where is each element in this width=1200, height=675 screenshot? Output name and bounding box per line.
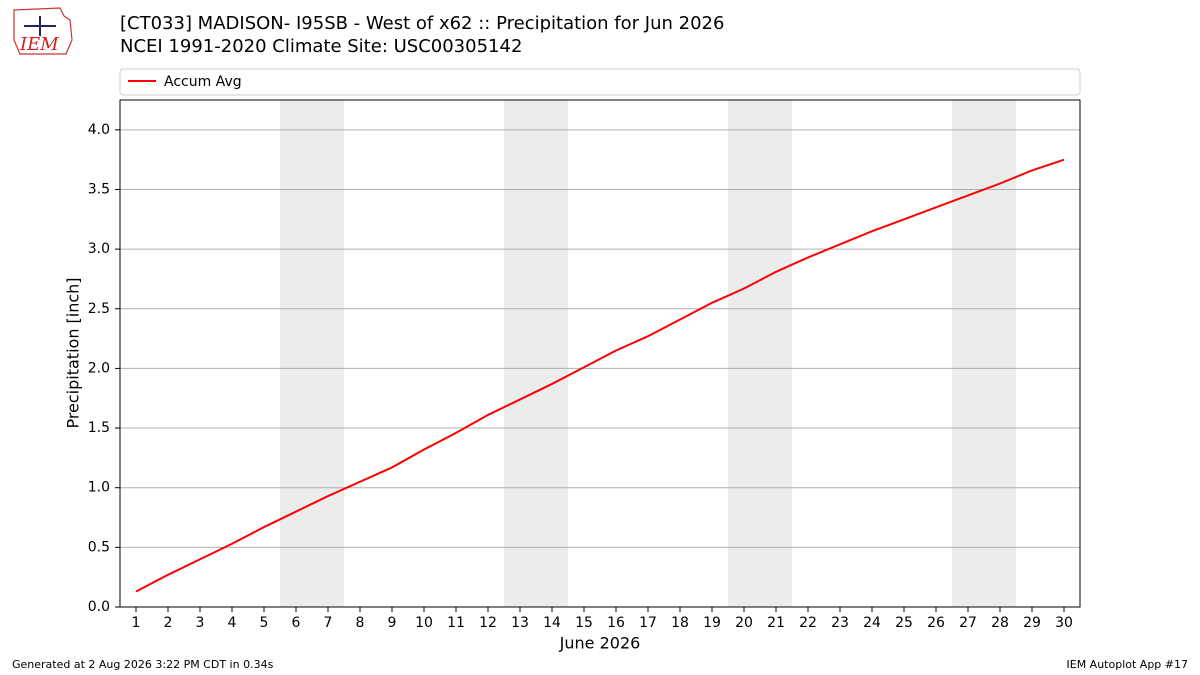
- x-axis-label: June 2026: [559, 634, 641, 653]
- x-tick-label: 4: [228, 615, 237, 631]
- x-tick-label: 27: [959, 615, 977, 631]
- weekend-shade: [504, 100, 568, 607]
- y-tick-label: 2.0: [88, 360, 110, 376]
- x-tick-label: 26: [927, 615, 945, 631]
- logo-text: IEM: [19, 34, 59, 55]
- x-tick-label: 11: [447, 615, 465, 631]
- series-line: [135, 158, 1065, 593]
- x-tick-label: 21: [767, 615, 785, 631]
- y-tick-label: 3.0: [88, 241, 110, 257]
- x-tick-label: 30: [1055, 615, 1073, 631]
- y-axis-label: Precipitation [inch]: [64, 277, 83, 428]
- x-tick-label: 16: [607, 615, 625, 631]
- x-tick-label: 20: [735, 615, 753, 631]
- y-tick-label: 1.0: [88, 480, 110, 496]
- x-tick-label: 6: [292, 615, 301, 631]
- logo: IEM: [13, 7, 73, 55]
- x-tick-label: 19: [703, 615, 721, 631]
- weekend-shade: [728, 100, 792, 607]
- y-tick-label: 1.5: [88, 420, 110, 436]
- legend-box: [119, 68, 1081, 96]
- x-tick-label: 2: [164, 615, 173, 631]
- x-tick-label: 3: [196, 615, 205, 631]
- chart-title: [CT033] MADISON- I95SB - West of x62 :: …: [120, 13, 724, 34]
- weekend-shade: [280, 100, 344, 607]
- y-tick-label: 2.5: [88, 301, 110, 317]
- y-tick-label: 0.5: [88, 539, 110, 555]
- x-tick-label: 18: [671, 615, 689, 631]
- x-tick-label: 10: [415, 615, 433, 631]
- x-tick-label: 22: [799, 615, 817, 631]
- x-tick-label: 14: [543, 615, 561, 631]
- x-tick-label: 1: [132, 615, 141, 631]
- x-tick-label: 23: [831, 615, 849, 631]
- x-tick-label: 7: [324, 615, 333, 631]
- y-tick-label: 0.0: [88, 599, 110, 615]
- y-tick-label: 4.0: [88, 122, 110, 138]
- x-tick-label: 12: [479, 615, 497, 631]
- y-tick-label: 3.5: [88, 181, 110, 197]
- chart-subtitle: NCEI 1991-2020 Climate Site: USC00305142: [120, 36, 522, 57]
- x-tick-label: 29: [1023, 615, 1041, 631]
- x-tick-label: 9: [388, 615, 397, 631]
- x-tick-label: 13: [511, 615, 529, 631]
- x-tick-label: 5: [260, 615, 269, 631]
- weekend-shade: [952, 100, 1016, 607]
- x-tick-label: 24: [863, 615, 881, 631]
- x-tick-label: 15: [575, 615, 593, 631]
- footer-right: IEM Autoplot App #17: [1067, 658, 1189, 671]
- x-tick-label: 17: [639, 615, 657, 631]
- x-tick-label: 28: [991, 615, 1009, 631]
- legend-label: Accum Avg: [164, 74, 242, 90]
- x-tick-label: 8: [356, 615, 365, 631]
- x-tick-label: 25: [895, 615, 913, 631]
- plot-frame: [119, 99, 1081, 608]
- footer-left: Generated at 2 Aug 2026 3:22 PM CDT in 0…: [12, 658, 274, 671]
